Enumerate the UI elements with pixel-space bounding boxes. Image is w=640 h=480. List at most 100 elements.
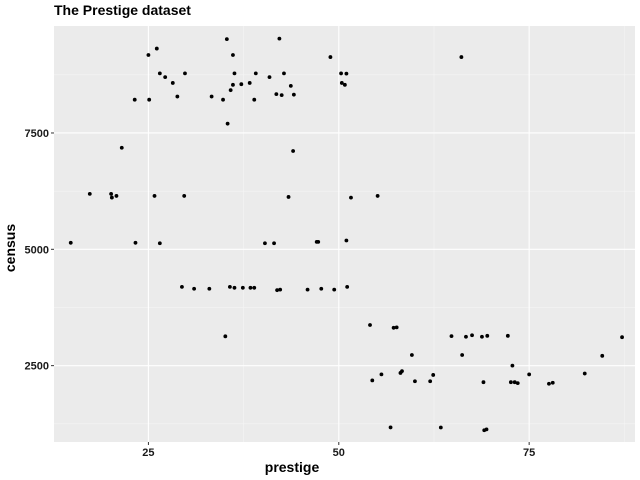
data-point	[175, 94, 180, 99]
data-point	[87, 191, 92, 196]
data-point	[192, 286, 197, 291]
data-point	[316, 239, 321, 244]
data-point	[470, 333, 474, 338]
data-point	[252, 285, 257, 290]
data-point	[319, 286, 324, 291]
data-point	[182, 194, 187, 198]
data-point	[231, 82, 235, 87]
data-point	[449, 334, 454, 338]
plot-panel	[54, 26, 635, 442]
data-point	[274, 92, 279, 97]
x-axis-title: prestige	[265, 459, 320, 475]
y-axis-title: census	[2, 224, 18, 272]
data-point	[431, 373, 436, 377]
data-point	[225, 121, 230, 126]
data-point	[133, 240, 138, 245]
data-point	[263, 241, 267, 246]
data-point	[223, 334, 228, 339]
data-point	[286, 195, 291, 199]
data-point	[163, 75, 168, 80]
data-point	[620, 335, 624, 340]
data-point	[157, 241, 162, 246]
data-point	[291, 149, 296, 153]
data-point	[344, 238, 349, 243]
data-point	[278, 287, 283, 292]
data-point	[600, 353, 605, 358]
data-point	[180, 284, 184, 289]
y-axis-ticks: 2500 5000 7500	[25, 128, 54, 373]
data-point	[152, 194, 157, 198]
data-point	[550, 380, 555, 385]
data-point	[508, 380, 513, 385]
data-point	[582, 371, 587, 376]
data-point	[232, 285, 237, 290]
data-point	[394, 325, 399, 330]
data-point	[114, 194, 119, 198]
data-point	[459, 55, 464, 59]
data-point	[328, 55, 333, 59]
data-point	[339, 81, 344, 85]
data-point	[207, 286, 212, 291]
data-point	[267, 75, 272, 80]
data-point	[109, 195, 114, 200]
data-point	[248, 285, 253, 290]
data-point	[119, 145, 124, 150]
x-tick-label: 50	[333, 447, 345, 459]
data-point	[339, 71, 343, 76]
data-point	[170, 81, 175, 85]
x-tick-label: 25	[142, 447, 154, 459]
data-point	[349, 195, 353, 200]
data-point	[288, 83, 293, 88]
x-axis-ticks: 25 50 75	[142, 442, 535, 459]
data-point	[277, 36, 282, 41]
data-point	[221, 97, 225, 102]
data-point	[505, 333, 510, 338]
data-point	[370, 378, 375, 383]
data-point	[527, 372, 532, 377]
chart-title: The Prestige dataset	[54, 2, 191, 18]
data-point	[388, 425, 393, 430]
data-point	[484, 427, 489, 432]
data-point	[231, 53, 235, 57]
y-tick-label: 2500	[25, 361, 49, 373]
data-point	[147, 97, 152, 102]
data-point	[275, 288, 280, 293]
data-point	[253, 71, 258, 76]
data-point	[132, 97, 137, 102]
x-tick-label: 75	[523, 447, 535, 459]
data-point	[232, 71, 237, 76]
data-point	[438, 425, 443, 430]
data-point	[428, 379, 433, 384]
data-point	[379, 372, 384, 377]
data-point	[291, 92, 296, 97]
y-tick-label: 5000	[25, 244, 49, 256]
data-point	[239, 82, 244, 87]
data-point	[282, 71, 286, 76]
y-tick-label: 7500	[25, 128, 49, 140]
data-point	[391, 325, 396, 330]
data-point	[68, 240, 73, 245]
data-point	[480, 334, 484, 339]
data-point	[344, 71, 349, 76]
data-point	[332, 287, 337, 292]
data-point	[209, 94, 214, 99]
data-point	[146, 53, 151, 57]
data-points	[68, 36, 624, 433]
data-point	[460, 353, 465, 357]
data-point	[272, 241, 276, 246]
data-point	[305, 287, 310, 292]
data-point	[481, 380, 486, 385]
data-point	[400, 369, 404, 374]
data-point	[154, 46, 159, 51]
data-point	[375, 194, 380, 198]
data-point	[252, 97, 257, 102]
data-point	[512, 380, 517, 385]
data-point	[224, 37, 229, 42]
data-point	[515, 381, 520, 385]
data-point	[464, 334, 468, 339]
data-point	[157, 71, 162, 76]
data-point	[547, 381, 551, 386]
data-point	[183, 71, 187, 76]
data-point	[109, 191, 114, 196]
